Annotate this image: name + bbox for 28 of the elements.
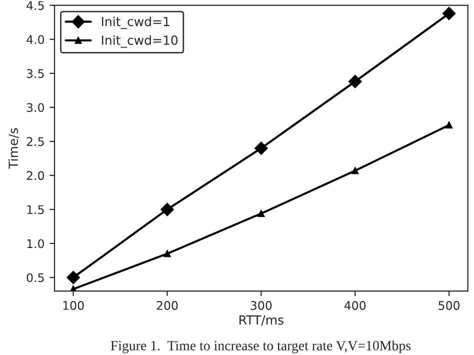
point [160,202,174,216]
y-tick-label: 4.0 [26,35,44,44]
point [348,74,362,88]
x-tick-label: 100 [63,301,84,310]
caption: Figure 1. Time to increase to target rate V,V=10Mbps [110,340,411,354]
legend-label: Init_cwd=1 [102,16,170,30]
point [352,167,359,174]
y-axis-title: Time/s [8,128,20,169]
point [66,270,80,284]
y-tick-label: 2.5 [26,137,44,146]
point [442,6,456,20]
point [164,250,171,258]
point [446,122,453,129]
y-tick-label: 3.5 [26,69,44,78]
x-tick-label: 300 [250,301,272,310]
point [258,210,265,218]
x-tick-label: 400 [344,301,366,310]
y-tick-label: 4.5 [26,1,44,10]
legend-label: Init_cwd=10 [102,35,178,48]
point [254,142,268,155]
x-tick-label: 500 [438,301,460,310]
y-tick-label: 1.5 [27,205,44,214]
y-tick-label: 2.0 [26,171,44,180]
y-tick-label: 3.0 [26,103,44,112]
x-tick-label: 200 [156,301,178,310]
y-tick-label: 0.5 [26,273,44,282]
y-tick-label: 1.0 [27,239,44,248]
x-axis-title: RTT/ms [240,315,284,326]
